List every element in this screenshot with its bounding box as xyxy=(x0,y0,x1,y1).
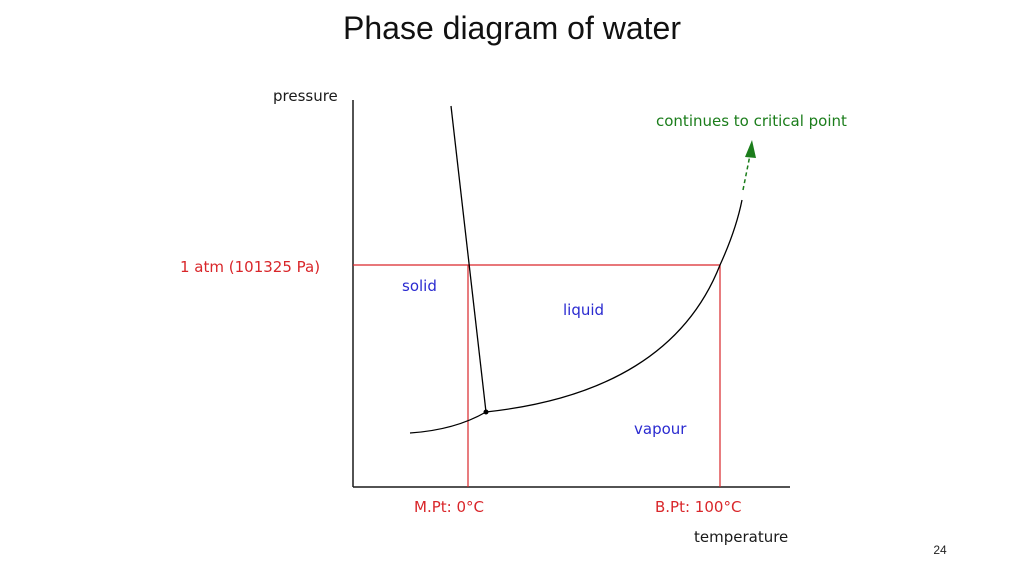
solid-liquid-boundary xyxy=(450,105,487,413)
region-label-solid: solid xyxy=(402,277,437,295)
region-label-liquid: liquid xyxy=(563,301,604,319)
slide-title: Phase diagram of water xyxy=(343,10,681,46)
y-axis-label: pressure xyxy=(273,87,338,105)
triple-point xyxy=(483,409,489,415)
region-label-vapour: vapour xyxy=(634,420,687,438)
arrow-head xyxy=(745,140,756,158)
slide-number: 24 xyxy=(933,543,947,557)
solid-vapour-boundary xyxy=(409,411,487,434)
x-axis-label: temperature xyxy=(694,528,788,546)
critical-point-note: continues to critical point xyxy=(656,112,847,130)
melting-point-label: M.Pt: 0°C xyxy=(414,498,484,516)
boiling-point-label: B.Pt: 100°C xyxy=(655,498,741,516)
liquid-vapour-boundary xyxy=(485,199,743,413)
pressure-marker-label: 1 atm (101325 Pa) xyxy=(180,258,320,276)
critical-point-continuation xyxy=(742,154,751,191)
